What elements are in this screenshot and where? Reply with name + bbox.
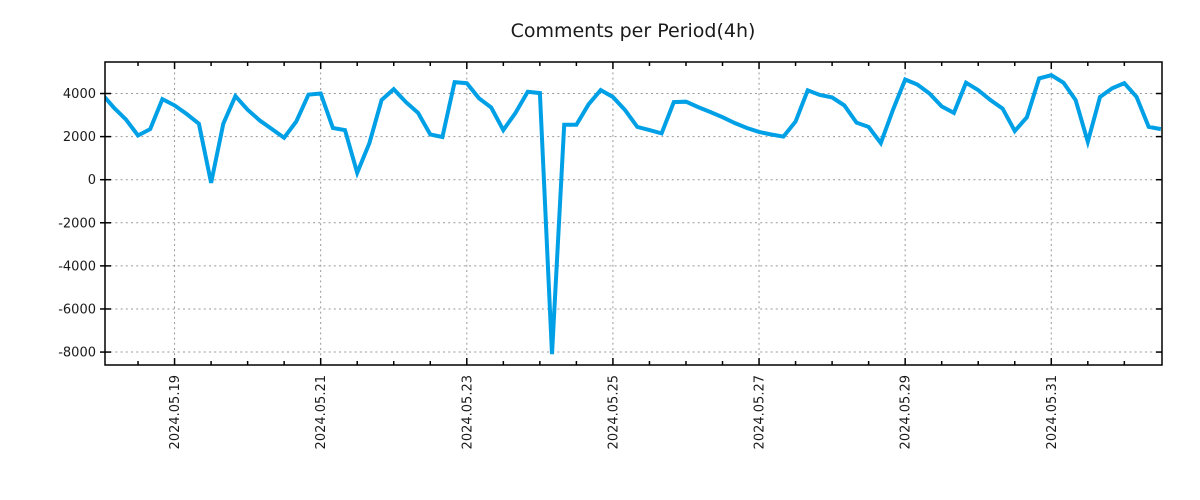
y-tick-label: -2000 bbox=[58, 216, 96, 231]
y-tick-label: 4000 bbox=[63, 87, 96, 102]
x-tick-label: 2024.05.29 bbox=[899, 375, 914, 449]
y-tick-label: -6000 bbox=[58, 302, 96, 317]
x-tick-label: 2024.05.23 bbox=[460, 375, 475, 449]
y-tick-label: 2000 bbox=[63, 130, 96, 145]
x-tick-label: 2024.05.25 bbox=[606, 375, 621, 449]
series-line bbox=[105, 73, 1162, 355]
y-tick-label: -4000 bbox=[58, 259, 96, 274]
x-tick-label: 2024.05.31 bbox=[1045, 375, 1060, 449]
plot-area: 4000 2000 0 -2000 -4000 -6000 -8000 2024.05.19 2… bbox=[58, 61, 1163, 449]
y-tick-label: 0 bbox=[88, 173, 96, 188]
x-tick-label: 2024.05.21 bbox=[314, 375, 329, 449]
chart-title: Comments per Period(4h) bbox=[511, 20, 756, 42]
x-tick-label: 2024.05.19 bbox=[168, 375, 183, 449]
plot-border bbox=[104, 61, 1163, 366]
y-tick-label: -8000 bbox=[58, 346, 96, 361]
x-tick-label: 2024.05.27 bbox=[753, 375, 768, 449]
